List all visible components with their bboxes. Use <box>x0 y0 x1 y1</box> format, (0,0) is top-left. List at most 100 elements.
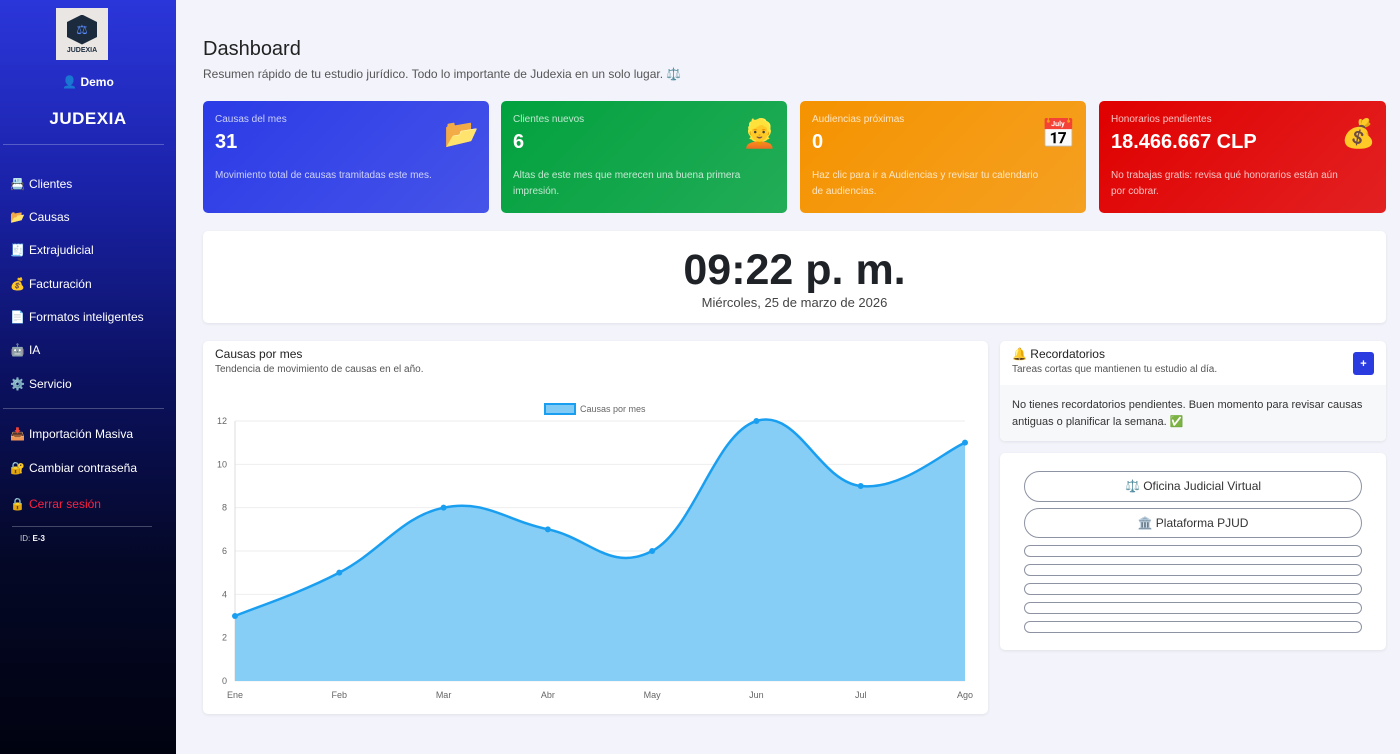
label: IA <box>28 343 41 357</box>
data-point <box>962 439 968 446</box>
brand-title: JUDEXIA <box>49 109 127 128</box>
user-id: ID: E-3 <box>20 534 45 543</box>
x-tick-label: Ago <box>957 690 973 700</box>
document-icon: 📄 <box>10 310 25 324</box>
legend-label: Causas por mes <box>580 404 646 414</box>
user-name: 👤 Demo <box>62 75 114 89</box>
label: Facturación <box>28 277 92 291</box>
data-point <box>544 526 551 533</box>
sidebar-item-servicio[interactable]: ⚙️ Servicio <box>10 377 72 391</box>
card-causas-del-mes[interactable]: Causas del mes 31 Movimiento total de caus… <box>203 101 489 213</box>
label: Importación Masiva <box>28 427 133 441</box>
reminders-empty-message: No tienes recordatorios pendientes. Buen… <box>1000 385 1386 441</box>
series-area <box>235 419 965 681</box>
card-value: 18.466.667 CLP <box>1111 131 1257 153</box>
sidebar: ⚖ JUDEXIA 👤 Demo JUDEXIA 📇 Clientes 📂 Causa… <box>0 0 176 754</box>
page-title: Dashboard <box>203 38 301 60</box>
x-tick-label: Mar <box>436 690 452 700</box>
card-value: 6 <box>513 131 525 153</box>
card-audiencias-proximas[interactable]: Audiencias próximas 0 Haz clic para ir a A… <box>800 101 1086 213</box>
clock-panel: 09:22 p. m. Miércoles, 25 de marzo de 20… <box>203 231 1386 323</box>
folder-icon: 📂 <box>10 210 25 224</box>
chart-subtitle: Tendencia de movimiento de causas en el … <box>215 364 424 375</box>
calendar-icon: 📅 <box>1041 118 1076 149</box>
y-tick-label: 0 <box>222 676 227 686</box>
card-label: Clientes nuevos <box>513 114 585 125</box>
rolodex-icon: 📇 <box>10 177 25 191</box>
clock-time: 09:22 p. m. <box>683 246 906 294</box>
y-tick-label: 6 <box>222 546 227 556</box>
label: Causas <box>28 210 70 224</box>
card-label: Causas del mes <box>215 114 287 125</box>
label: Cerrar sesión <box>28 497 101 511</box>
money-bag-icon: 💰 <box>1341 118 1376 149</box>
lock-icon: 🔒 <box>10 497 25 511</box>
y-tick-label: 12 <box>217 416 227 426</box>
link-button-empty[interactable] <box>1024 621 1362 633</box>
inbox-icon: 📥 <box>10 427 25 441</box>
folder-icon: 📂 <box>444 118 479 149</box>
divider <box>3 144 164 145</box>
link-button-empty[interactable] <box>1024 564 1362 576</box>
logo-text: JUDEXIA <box>66 46 98 54</box>
label: Extrajudicial <box>28 243 94 257</box>
id-value: E-3 <box>32 534 45 543</box>
data-point <box>336 569 343 576</box>
sidebar-item-importacion[interactable]: 📥 Importación Masiva <box>10 427 133 441</box>
data-point <box>649 548 656 554</box>
card-honorarios-pendientes[interactable]: Honorarios pendientes 18.466.667 CLP No tr… <box>1099 101 1386 213</box>
label: Clientes <box>28 177 73 191</box>
sidebar-item-facturacion[interactable]: 💰 Facturación <box>10 277 92 291</box>
label: Cambiar contraseña <box>28 461 138 475</box>
sidebar-item-formatos[interactable]: 📄 Formatos inteligentes <box>10 310 144 324</box>
label: Servicio <box>28 377 72 391</box>
card-desc: Movimiento total de causas tramitadas es… <box>215 170 432 181</box>
chart-panel: Causas por mes Tendencia de movimiento d… <box>203 341 988 714</box>
data-point <box>232 613 238 619</box>
robot-icon: 🤖 <box>10 343 25 357</box>
sidebar-item-causas[interactable]: 📂 Causas <box>10 210 70 224</box>
chart-title: Causas por mes <box>215 347 303 361</box>
add-reminder-button[interactable]: + <box>1353 352 1374 375</box>
id-label: ID: <box>20 534 31 543</box>
card-label: Honorarios pendientes <box>1111 114 1212 125</box>
sidebar-item-clientes[interactable]: 📇 Clientes <box>10 177 72 191</box>
clock-date: Miércoles, 25 de marzo de 2026 <box>701 295 888 310</box>
causas-chart: 0 2 4 6 8 10 12 Ene Feb Mar Abr May Jun Jul Ago Causas … <box>217 403 973 700</box>
scales-icon: ⚖ <box>67 14 97 45</box>
card-value: 31 <box>215 131 238 153</box>
data-point <box>440 504 447 511</box>
card-clientes-nuevos[interactable]: Clientes nuevos 6 Altas de este mes que me… <box>501 101 787 213</box>
divider <box>3 408 164 409</box>
y-tick-label: 4 <box>222 589 227 599</box>
data-point <box>753 418 760 424</box>
person-icon: 👱 <box>742 118 777 149</box>
reminders-title: 🔔 Recordatorios <box>1012 347 1105 361</box>
x-tick-label: Abr <box>541 690 555 700</box>
card-value: 0 <box>812 131 824 153</box>
plataforma-pjud-button[interactable]: 🏛️ Plataforma PJUD <box>1024 508 1362 538</box>
card-desc: No trabajas gratis: revisa qué honorario… <box>1111 170 1338 197</box>
judexia-logo: ⚖ JUDEXIA <box>56 8 108 60</box>
oficina-judicial-virtual-button[interactable]: ⚖️ Oficina Judicial Virtual <box>1024 471 1362 502</box>
data-point <box>857 483 864 489</box>
y-tick-label: 8 <box>222 503 227 513</box>
card-label: Audiencias próximas <box>812 114 905 125</box>
legend-swatch <box>544 403 576 415</box>
sidebar-item-extrajudicial[interactable]: 🧾 Extrajudicial <box>10 243 94 257</box>
link-button-empty[interactable] <box>1024 545 1362 557</box>
link-button-empty[interactable] <box>1024 583 1362 595</box>
x-tick-label: May <box>644 690 662 700</box>
links-panel: ⚖️ Oficina Judicial Virtual 🏛️ Plataform… <box>1000 453 1386 650</box>
x-tick-label: Ene <box>227 690 243 700</box>
card-desc: Altas de este mes que merecen una buena … <box>513 170 741 197</box>
y-tick-label: 10 <box>217 459 227 469</box>
receipt-icon: 🧾 <box>10 243 25 257</box>
gear-icon: ⚙️ <box>10 377 25 391</box>
link-button-empty[interactable] <box>1024 602 1362 614</box>
reminders-subtitle: Tareas cortas que mantienen tu estudio a… <box>1012 364 1218 375</box>
logout-link[interactable]: 🔒 Cerrar sesión <box>10 497 101 511</box>
y-tick-label: 2 <box>222 633 227 643</box>
sidebar-item-cambiar-contrasena[interactable]: 🔐 Cambiar contraseña <box>10 461 137 475</box>
sidebar-item-ia[interactable]: 🤖 IA <box>10 343 40 357</box>
